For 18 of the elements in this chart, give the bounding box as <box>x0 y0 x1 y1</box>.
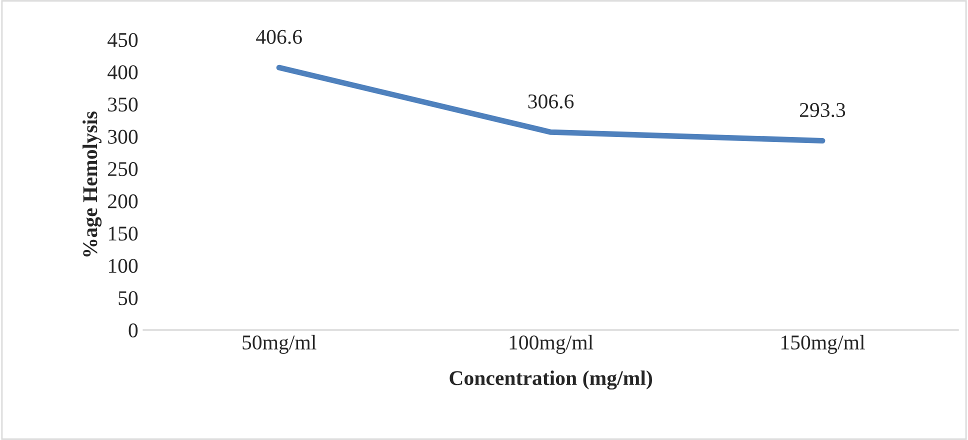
y-tick-label: 0 <box>128 323 138 338</box>
y-tick-label: 250 <box>108 162 138 176</box>
data-label: 293.3 <box>800 103 846 118</box>
y-tick-label: 400 <box>108 65 138 80</box>
x-tick-label: 100mg/ml <box>510 334 594 354</box>
y-tick-label: 150 <box>108 226 138 241</box>
y-axis-title: %age Hemolysis <box>82 112 102 256</box>
y-tick-label: 450 <box>108 32 138 48</box>
data-label: 306.6 <box>528 94 574 109</box>
x-tick-label: 150mg/ml <box>781 334 865 354</box>
y-tick-label: 300 <box>108 130 138 144</box>
data-label: 406.6 <box>256 30 302 44</box>
y-tick-label: 350 <box>108 98 138 112</box>
y-tick-label: 50 <box>118 291 138 306</box>
x-tick-label: 50mg/ml <box>242 334 316 354</box>
y-tick-label: 200 <box>108 194 138 208</box>
y-tick-label: 100 <box>108 258 138 273</box>
x-axis-title: Concentration (mg/ml) <box>450 370 652 390</box>
